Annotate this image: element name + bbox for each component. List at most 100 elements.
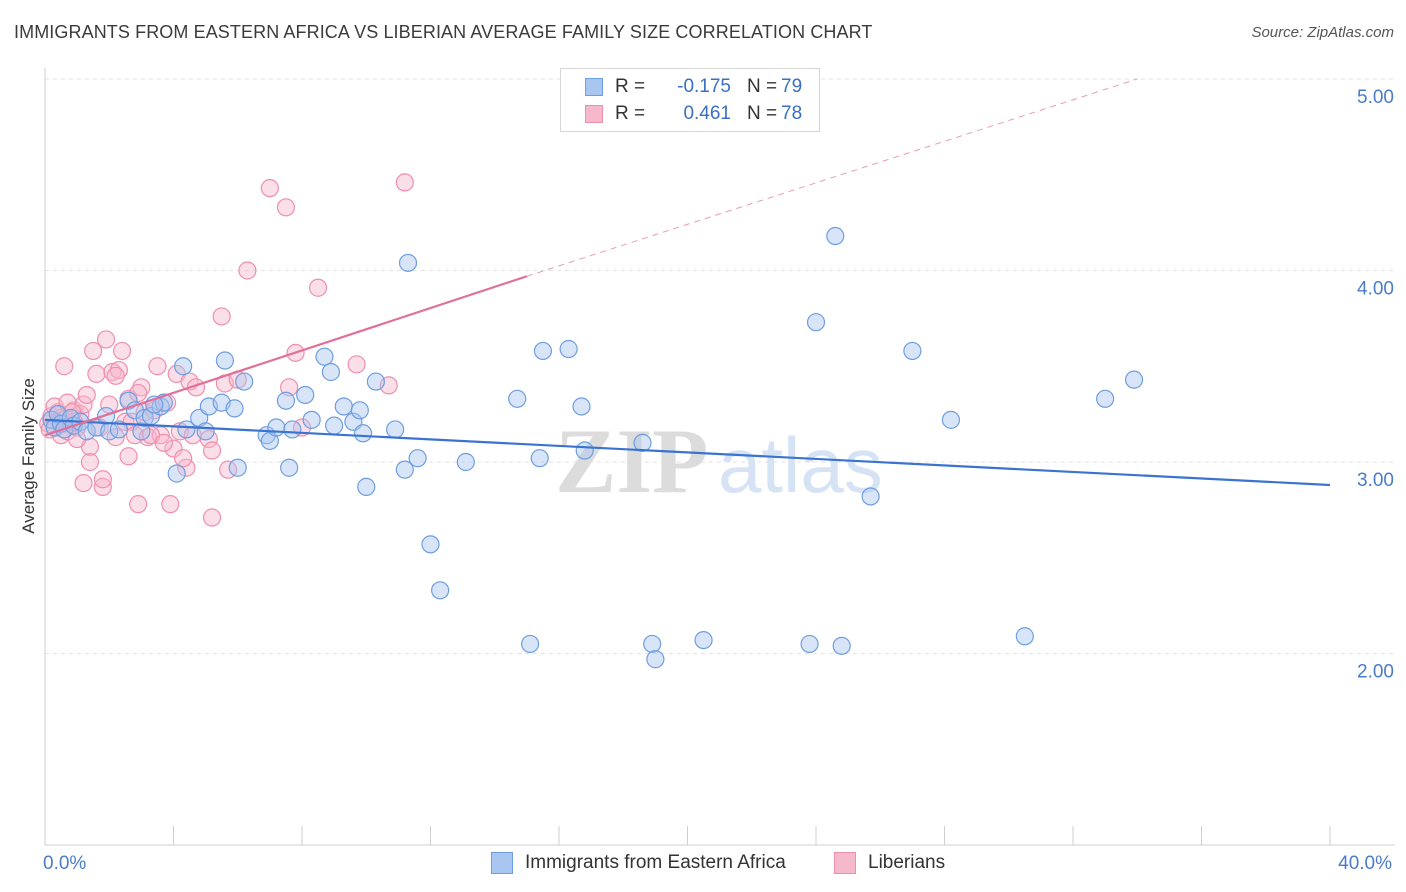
data-point <box>280 378 299 397</box>
legend-row-pink: R = 0.461 N = 78 <box>585 102 802 126</box>
data-point <box>350 401 369 420</box>
data-point <box>559 339 578 359</box>
series-legend: Immigrants from Eastern Africa Liberians <box>0 852 1406 878</box>
data-point <box>93 470 112 489</box>
blue-swatch <box>585 78 603 96</box>
data-point <box>225 399 244 418</box>
data-point <box>357 477 376 496</box>
data-point <box>694 630 713 650</box>
data-point <box>228 458 247 477</box>
data-point <box>431 581 450 600</box>
data-point <box>212 307 231 326</box>
legend-row-blue: R = -0.175 N = 79 <box>585 75 802 99</box>
legend-swatch-blue <box>491 852 513 874</box>
data-point <box>395 173 414 192</box>
data-point <box>161 495 180 514</box>
data-point <box>508 389 527 408</box>
data-point <box>109 420 128 439</box>
data-point <box>167 464 186 483</box>
data-point <box>267 418 286 437</box>
data-point <box>177 420 196 439</box>
data-point <box>643 634 662 654</box>
data-point <box>903 341 922 361</box>
legend-label: Liberians <box>868 852 946 873</box>
watermark-atlas: atlas <box>718 421 883 509</box>
data-point <box>572 397 591 416</box>
trend-extension-liberians <box>526 78 1138 277</box>
data-point <box>177 458 196 477</box>
data-point <box>334 397 353 416</box>
data-point <box>87 364 106 384</box>
data-point <box>129 383 148 403</box>
data-point <box>296 385 315 405</box>
data-point <box>826 226 845 246</box>
legend-swatch-pink <box>834 852 856 874</box>
data-point <box>55 357 74 376</box>
data-point <box>164 439 183 458</box>
data-point <box>308 278 328 297</box>
data-point <box>408 449 427 468</box>
pink-swatch <box>585 105 603 123</box>
data-point <box>347 355 366 374</box>
data-point <box>202 441 222 460</box>
data-point <box>174 449 193 468</box>
legend-label: Immigrants from Eastern Africa <box>525 852 786 873</box>
data-point <box>800 634 819 654</box>
chart-title: IMMIGRANTS FROM EASTERN AFRICA VS LIBERI… <box>14 22 873 42</box>
legend-item-liberians: Liberians <box>834 852 945 874</box>
data-point <box>366 372 385 391</box>
data-point <box>132 422 151 441</box>
data-point <box>202 508 222 527</box>
data-point <box>119 391 138 410</box>
data-point <box>74 473 93 493</box>
axes <box>44 68 1395 846</box>
data-point <box>112 341 132 361</box>
y-tick-label: 5.00 <box>1357 87 1394 108</box>
data-point <box>1015 627 1034 646</box>
correlation-legend: R = -0.175 N = 79 R = 0.461 N = 78 <box>560 68 820 132</box>
data-point <box>154 433 173 452</box>
data-point <box>148 357 167 376</box>
data-point <box>806 313 826 332</box>
r-label: R = <box>615 76 646 97</box>
data-point <box>135 408 154 428</box>
data-point <box>174 357 193 376</box>
data-point <box>1124 370 1144 389</box>
data-point <box>238 261 257 280</box>
watermark-zip: ZIP <box>555 410 708 512</box>
data-point <box>96 330 116 349</box>
data-point <box>283 420 302 439</box>
trend-lines <box>44 78 1331 487</box>
data-point <box>302 410 321 429</box>
r-value: 0.461 <box>683 103 731 124</box>
data-point <box>353 424 373 443</box>
data-point <box>325 416 344 435</box>
trend-line-liberians <box>44 275 528 437</box>
y-tick-label: 4.00 <box>1357 279 1394 300</box>
data-point <box>84 341 103 361</box>
source-credit: Source: ZipAtlas.com <box>1251 24 1394 41</box>
data-point <box>109 360 128 380</box>
y-tick-label: 2.00 <box>1357 662 1394 683</box>
data-point <box>395 460 414 479</box>
data-point <box>633 433 652 452</box>
data-point <box>398 253 418 272</box>
data-point <box>119 447 138 466</box>
data-point <box>106 366 125 385</box>
y-tick-label: 3.00 <box>1357 470 1394 491</box>
data-point <box>93 477 112 496</box>
data-point <box>520 634 540 654</box>
y-tick-labels: 2.00 3.00 4.00 5.00 <box>1357 87 1394 683</box>
trend-line-eastern-africa <box>44 418 1331 487</box>
n-value: 78 <box>781 103 803 124</box>
grid-lines <box>45 78 1395 654</box>
data-point <box>832 636 851 655</box>
x-tick-max: 40.0% <box>1338 853 1392 874</box>
data-point <box>315 347 334 366</box>
data-point <box>861 487 880 506</box>
data-point <box>456 452 475 472</box>
data-point <box>260 179 279 198</box>
data-point <box>276 198 296 217</box>
data-point <box>235 372 254 391</box>
